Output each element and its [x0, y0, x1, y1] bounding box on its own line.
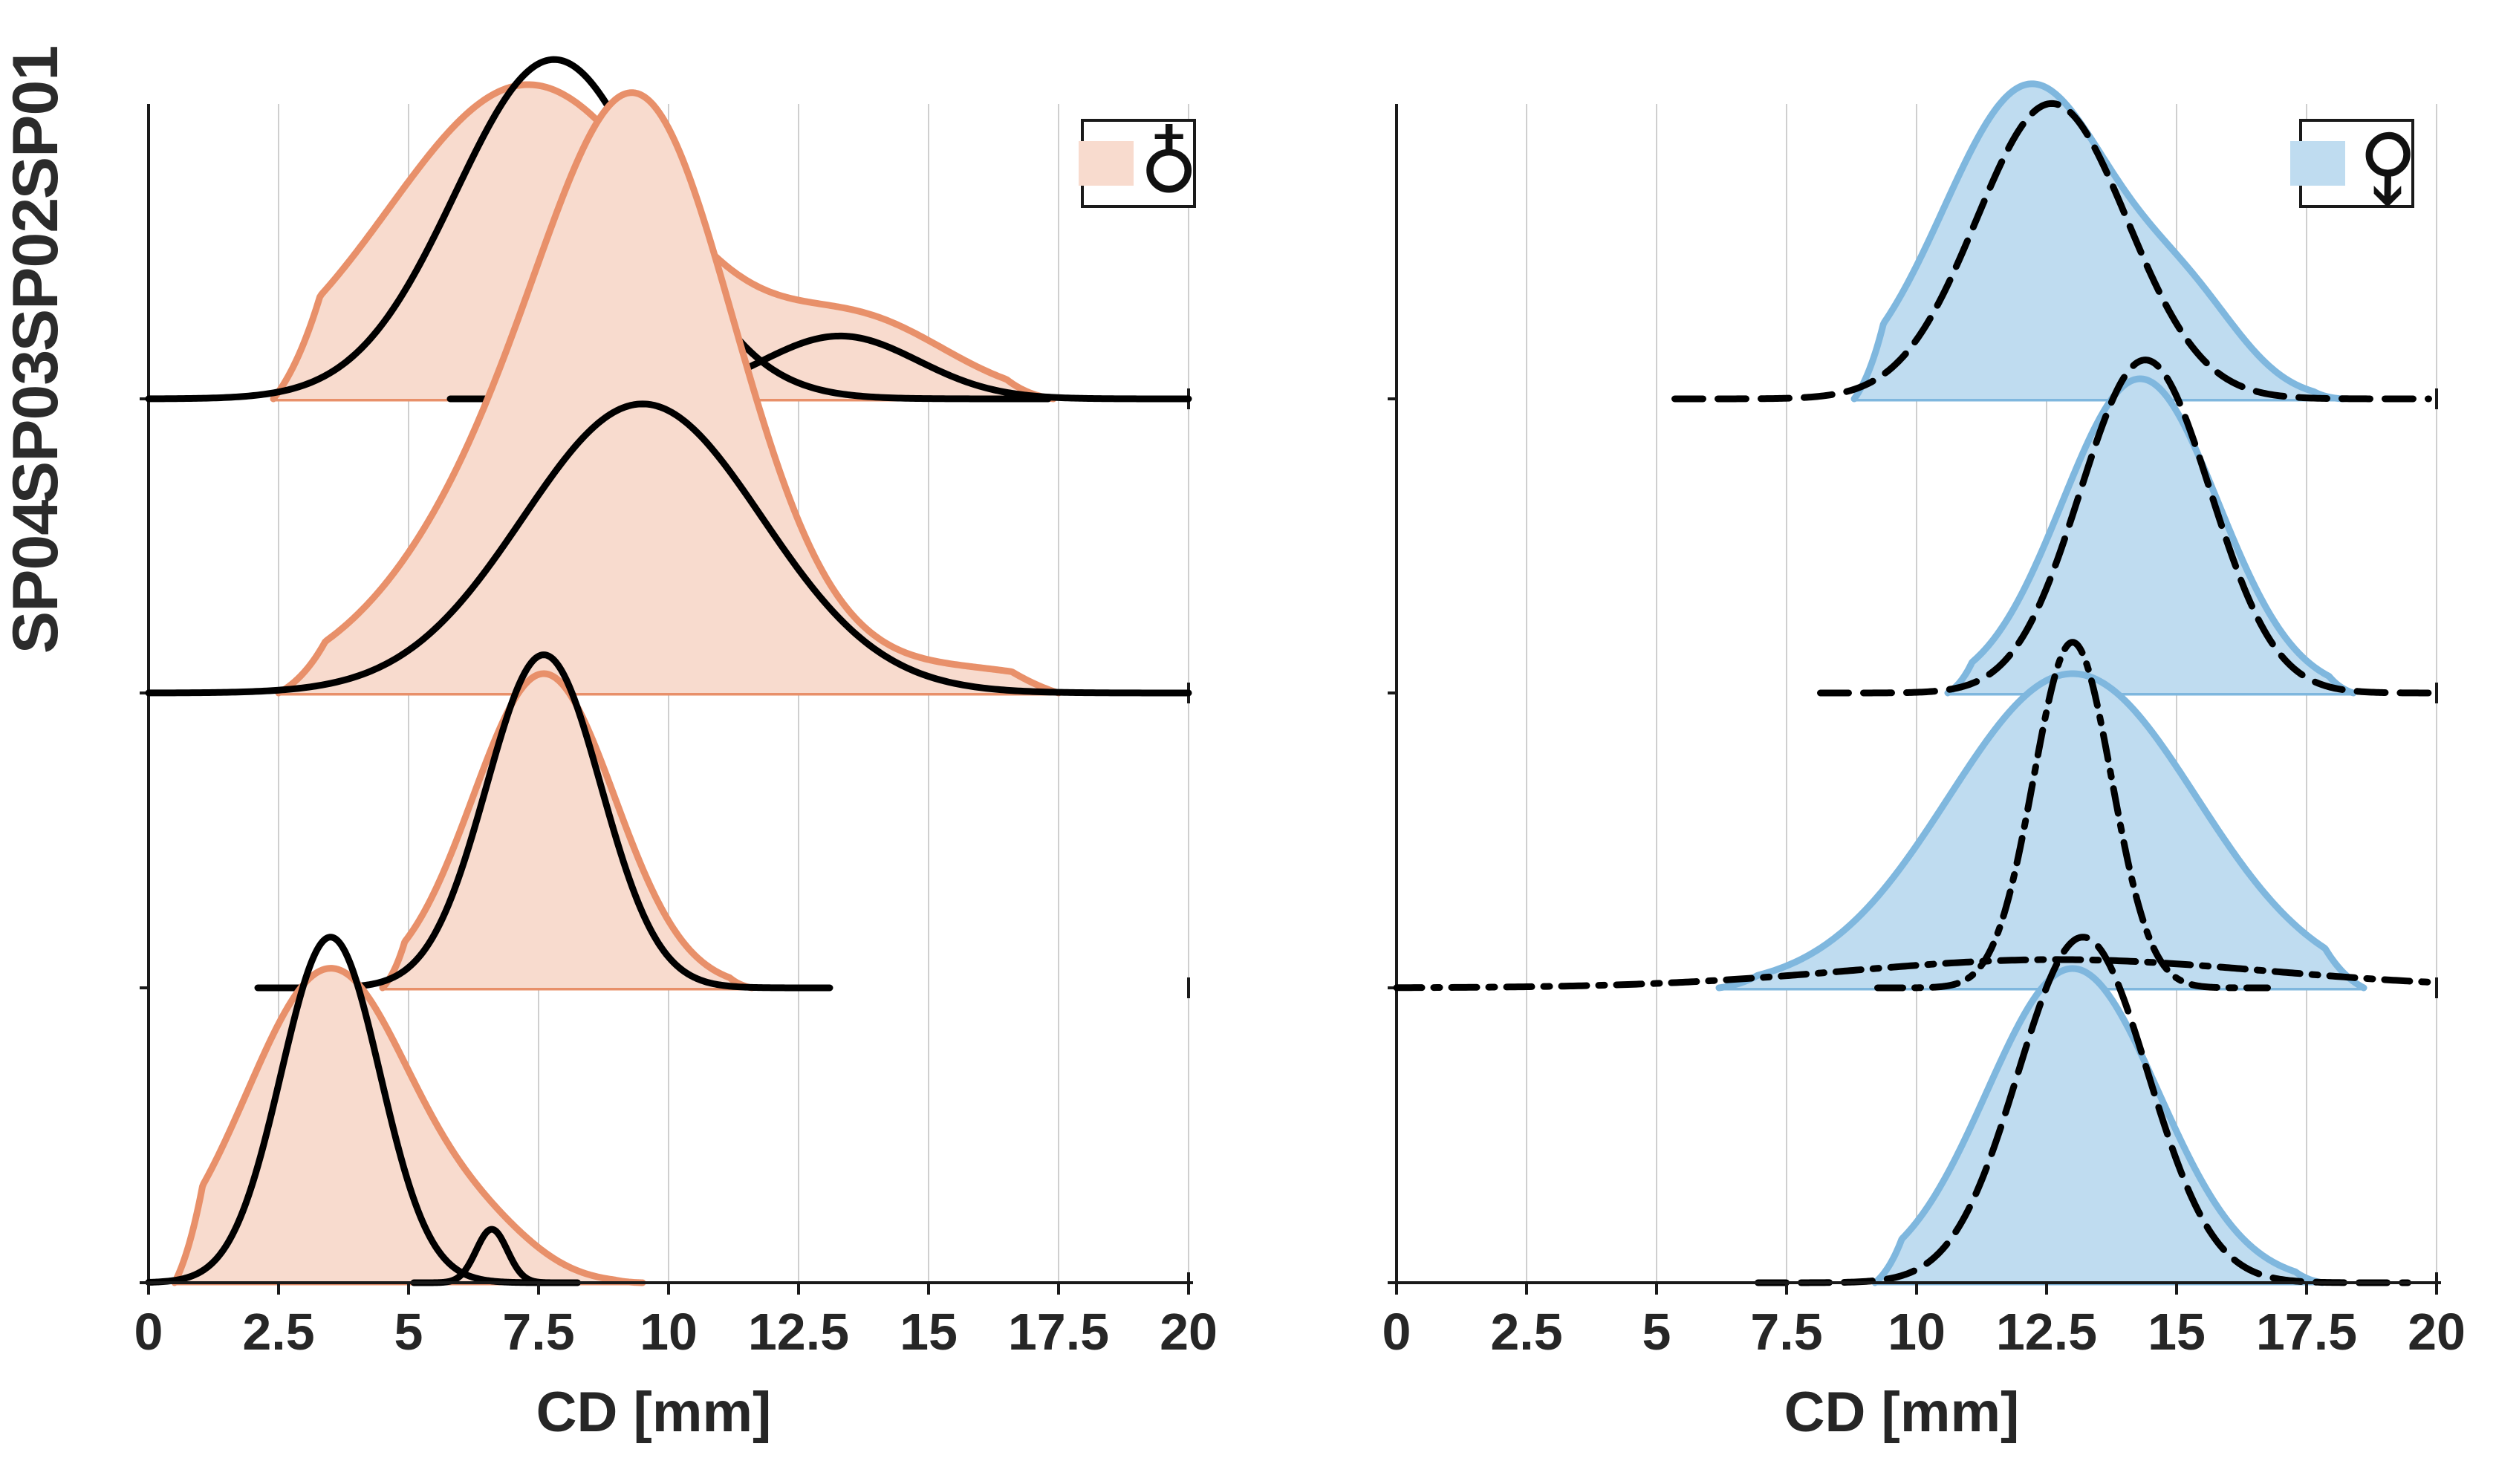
xtick-label: 20	[1160, 1303, 1218, 1361]
kde-fill	[1719, 674, 2364, 988]
kde-outline	[1871, 965, 2326, 1286]
xtick-label: 17.5	[2255, 1303, 2358, 1361]
kde-fill	[1875, 969, 2322, 1283]
fit-component	[1393, 956, 2440, 992]
ridgeline-row-sp03	[254, 651, 833, 992]
xtick-label: 10	[640, 1303, 698, 1361]
xtick-label: 5	[394, 1303, 423, 1361]
xtick-label: 2.5	[242, 1303, 315, 1361]
kde-fill	[279, 92, 1059, 694]
kde-fill	[383, 674, 752, 988]
xtick-label: 15	[2148, 1303, 2206, 1361]
kde-outline	[1715, 670, 2367, 992]
kde-fill	[1948, 379, 2353, 693]
row-label-sp02-left: SP02	[0, 198, 71, 352]
xtick-label: 7.5	[502, 1303, 575, 1361]
kde-outline	[171, 965, 646, 1286]
row-label-sp03-left: SP03	[0, 350, 71, 504]
female-panel: SP01 SP02 SP03 SP04 ♀ CD [mm] 0 2.5 5 7.5 10…	[0, 45, 1218, 1444]
xtick-label: 5	[1642, 1303, 1671, 1361]
kde-fill	[175, 968, 643, 1283]
fit-component	[1817, 357, 2440, 697]
xtick-label: 2.5	[1490, 1303, 1563, 1361]
ridgeline-row-sp02	[1817, 357, 2440, 697]
kde-fill	[1854, 83, 2343, 399]
ridgeline-row-sp01	[1671, 80, 2432, 403]
xtick-label: 17.5	[1007, 1303, 1110, 1361]
xtick-label: 12.5	[747, 1303, 850, 1361]
xtick-label: 12.5	[1995, 1303, 2098, 1361]
female-panel-canvas	[140, 56, 1193, 1295]
xtick-label: 0	[1382, 1303, 1411, 1361]
fit-component	[145, 400, 1192, 697]
xtick-label: 0	[134, 1303, 163, 1361]
xaxis-title-left: CD [mm]	[536, 1381, 772, 1444]
xaxis-title-right: CD [mm]	[1784, 1381, 2020, 1444]
legend-swatch-male	[2290, 141, 2346, 186]
fit-component	[145, 56, 1052, 403]
legend-male[interactable]: ♂	[2290, 105, 2445, 222]
ridgeline-row-sp02	[145, 89, 1192, 697]
xtick-label: 7.5	[1750, 1303, 1823, 1361]
ridgeline-row-sp03	[1393, 639, 2440, 992]
xtick-label: 15	[900, 1303, 958, 1361]
kde-outline	[275, 89, 1062, 697]
legend-female[interactable]: ♀	[1078, 114, 1199, 208]
row-label-sp04-left: SP04	[0, 500, 71, 654]
row-label-sp01-left: SP01	[0, 45, 71, 200]
female-symbol-icon: ♀	[1139, 114, 1199, 208]
male-panel: ♂ CD [mm] 0 2.5 5 7.5 10 12.5 15 17.5 20	[1248, 0, 2496, 1484]
fit-component	[1874, 639, 2271, 992]
xtick-label: 20	[2408, 1303, 2466, 1361]
fit-component	[1671, 100, 2432, 403]
kde-outline	[379, 670, 755, 992]
male-panel-canvas	[1388, 80, 2441, 1295]
legend-swatch-female	[1078, 141, 1134, 186]
xtick-label: 10	[1888, 1303, 1946, 1361]
kde-outline	[1944, 375, 2357, 697]
